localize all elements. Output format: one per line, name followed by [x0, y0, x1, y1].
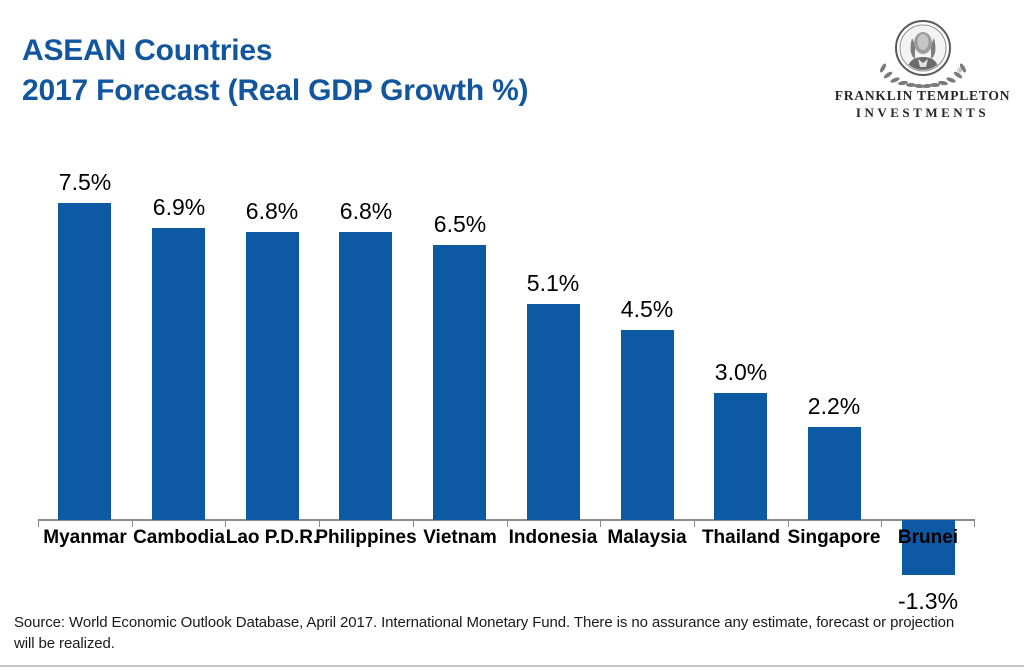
chart-title-line2: 2017 Forecast (Real GDP Growth %)	[22, 74, 529, 107]
bar-lao-p-d-r	[246, 232, 299, 520]
category-label-singapore: Singapore	[787, 527, 881, 548]
category-label-thailand: Thailand	[701, 527, 781, 548]
bar-chart: 7.5% Myanmar 6.9% Cambodia 6.8% Lao P.D.R. 6.8…	[38, 150, 975, 620]
chart-title: ASEAN Countries 2017 Forecast (Real GDP …	[22, 31, 529, 111]
bar-malaysia	[621, 330, 674, 520]
franklin-templeton-logo: ® FRANKLIN TEMPLETON INVESTMENTS	[830, 18, 1015, 121]
axis-tick	[413, 520, 414, 527]
x-axis-line	[38, 519, 975, 521]
axis-tick	[694, 520, 695, 527]
axis-tick	[788, 520, 789, 527]
axis-tick	[225, 520, 226, 527]
bar-indonesia	[527, 304, 580, 520]
source-note: Source: World Economic Outlook Database,…	[14, 612, 954, 654]
bar-vietnam	[433, 245, 486, 520]
category-label-vietnam: Vietnam	[423, 527, 497, 548]
category-label-myanmar: Myanmar	[43, 527, 127, 548]
logo-company-subname: INVESTMENTS	[855, 105, 990, 120]
axis-tick	[974, 520, 975, 527]
axis-tick	[38, 520, 39, 527]
value-label-malaysia: 4.5%	[620, 296, 674, 322]
bar-thailand	[714, 393, 767, 520]
category-label-indonesia: Indonesia	[508, 527, 598, 548]
logo-company-name: FRANKLIN TEMPLETON	[834, 88, 1011, 103]
value-label-vietnam: 6.5%	[433, 211, 487, 237]
category-label-brunei: Brunei	[897, 527, 959, 548]
axis-tick	[600, 520, 601, 527]
value-label-thailand: 3.0%	[714, 359, 768, 385]
axis-tick	[319, 520, 320, 527]
bottom-divider	[0, 665, 1024, 667]
axis-tick	[507, 520, 508, 527]
bar-cambodia	[152, 228, 205, 520]
value-label-cambodia: 6.9%	[152, 194, 206, 220]
source-note-line1: Source: World Economic Outlook Database,…	[14, 614, 955, 631]
category-label-philippines: Philippines	[315, 527, 417, 548]
value-label-brunei: -1.3%	[897, 588, 959, 614]
bar-brunei	[902, 520, 955, 575]
axis-tick	[881, 520, 882, 527]
axis-tick	[132, 520, 133, 527]
bar-myanmar	[58, 203, 111, 520]
category-label-malaysia: Malaysia	[607, 527, 687, 548]
bar-singapore	[808, 427, 861, 520]
value-label-lao-p-d-r: 6.8%	[245, 198, 299, 224]
category-label-lao-p-d-r: Lao P.D.R.	[225, 527, 319, 548]
franklin-medallion-icon: ®	[830, 18, 1015, 90]
value-label-singapore: 2.2%	[807, 393, 861, 419]
bar-philippines	[339, 232, 392, 520]
source-note-line2: will be realized.	[14, 635, 115, 652]
value-label-myanmar: 7.5%	[58, 169, 112, 195]
registered-trademark-glyph: ®	[957, 67, 963, 75]
chart-title-line1: ASEAN Countries	[22, 34, 273, 67]
value-label-philippines: 6.8%	[339, 198, 393, 224]
value-label-indonesia: 5.1%	[526, 270, 580, 296]
category-label-cambodia: Cambodia	[133, 527, 225, 548]
